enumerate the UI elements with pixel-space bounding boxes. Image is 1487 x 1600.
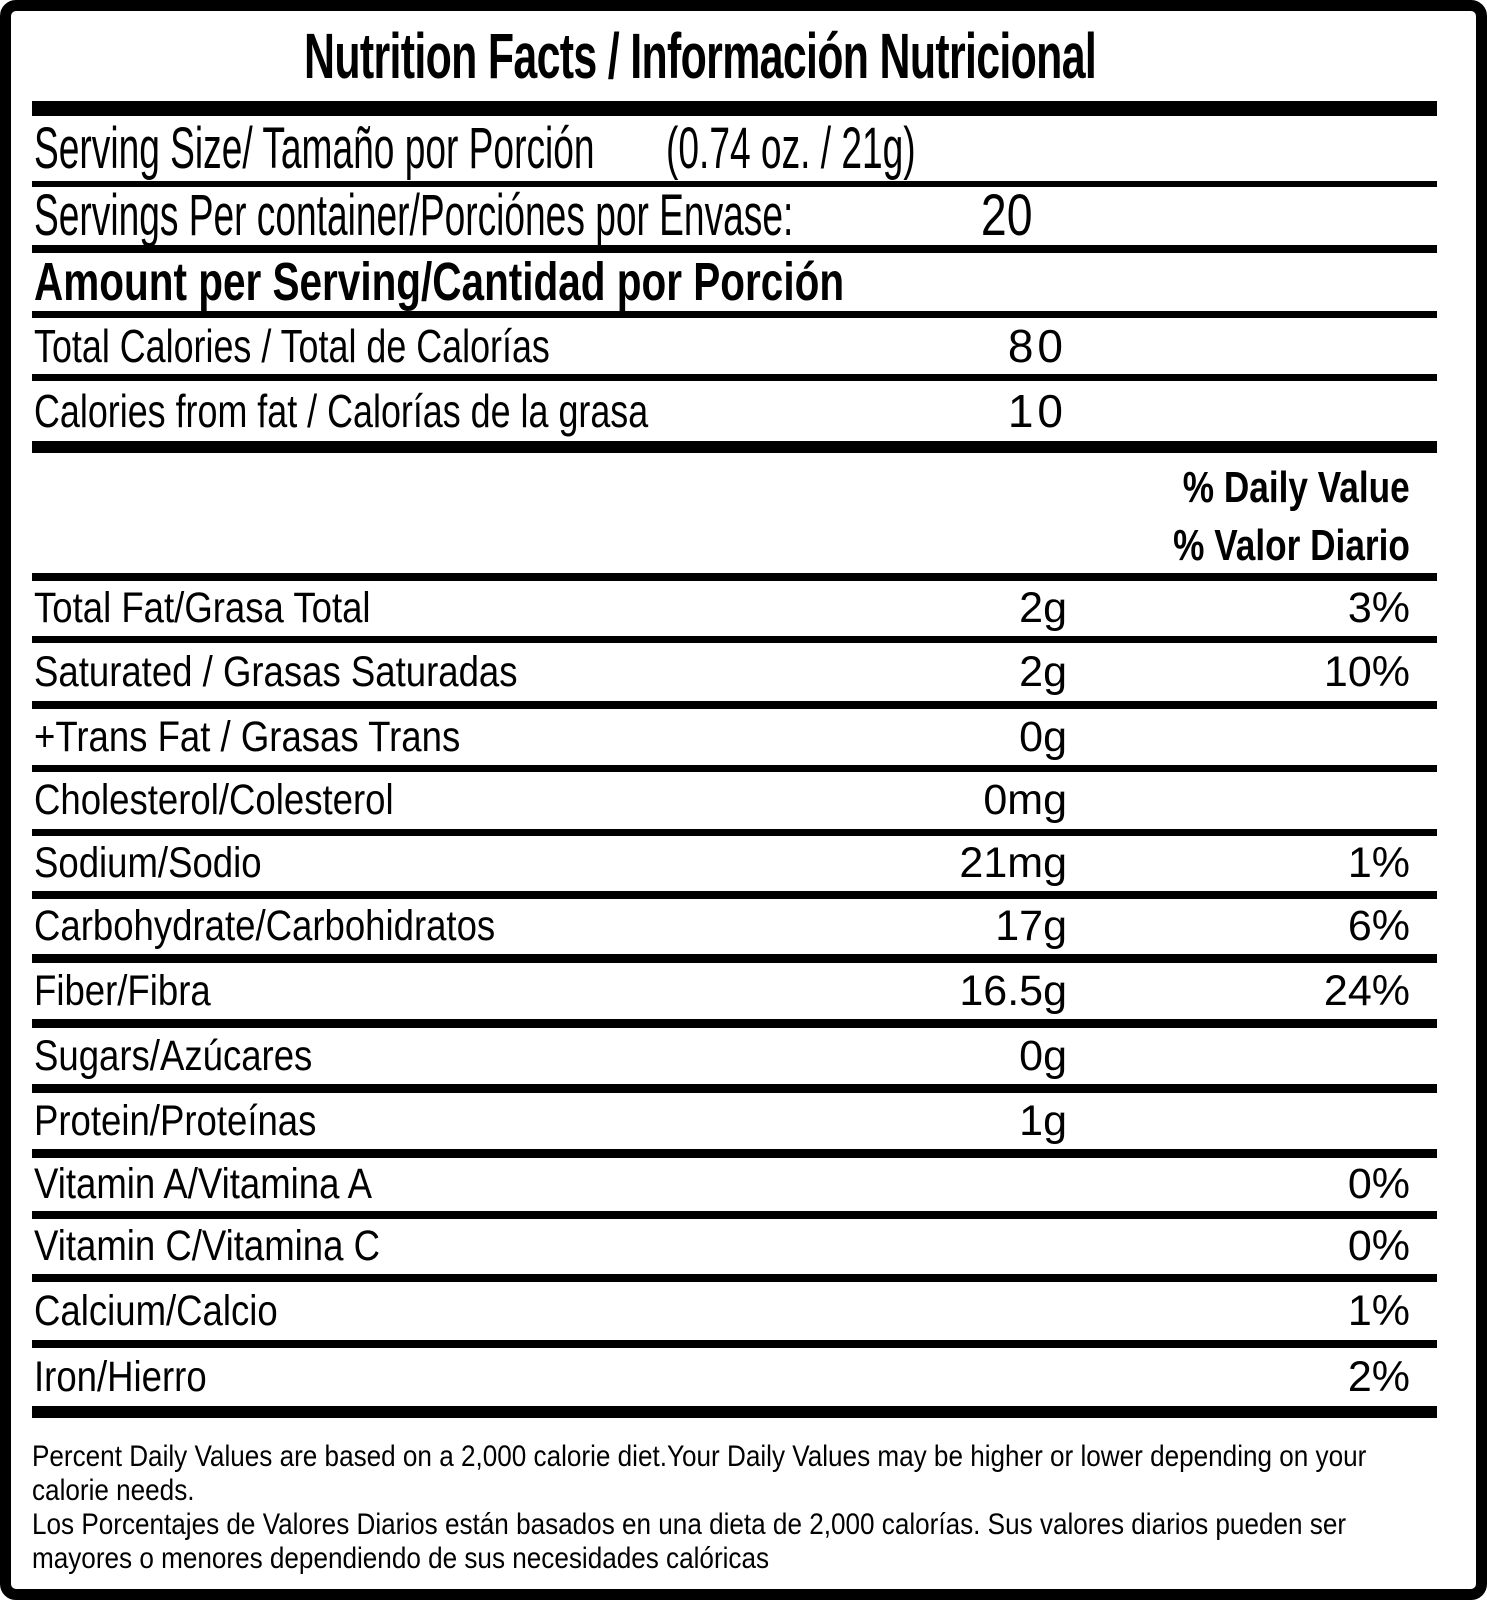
nutrient-row-sugars: Sugars/Azúcares 0g (32, 1028, 1437, 1093)
nutrient-label: Saturated / Grasas Saturadas (34, 648, 518, 696)
nutrient-value: 2g (1019, 584, 1067, 632)
nutrient-dv: 24% (1323, 967, 1410, 1015)
nutrient-dv: 0% (1347, 1160, 1410, 1208)
nutrient-label: Vitamin A/Vitamina A (34, 1160, 372, 1208)
nutrient-label: Carbohydrate/Carbohidratos (34, 902, 496, 950)
nutrient-label: Fiber/Fibra (34, 967, 211, 1015)
nutrient-value: 17g (995, 902, 1067, 950)
nutrient-row-vitamin-a: Vitamin A/Vitamina A 0% (32, 1158, 1437, 1219)
nutrient-label: Cholesterol/Colesterol (34, 776, 394, 824)
nutrient-label: Sugars/Azúcares (34, 1032, 313, 1080)
calories-from-fat-label: Calories from fat / Calorías de la grasa (34, 385, 649, 437)
nutrient-dv: 1% (1347, 1287, 1410, 1335)
nutrient-value: 0mg (983, 776, 1067, 824)
footnote-line: mayores o menores dependiendo de sus nec… (32, 1542, 770, 1575)
daily-value-heading-en: % Daily Value (1183, 463, 1410, 512)
nutrient-value: 21mg (959, 839, 1067, 887)
nutrient-label: +Trans Fat / Grasas Trans (34, 713, 461, 761)
nutrient-row-vitamin-c: Vitamin C/Vitamina C 0% (32, 1219, 1437, 1282)
nutrient-dv: 6% (1347, 902, 1410, 950)
servings-per-container-row: Servings Per container/Porciónes por Env… (32, 187, 1437, 253)
nutrient-row-iron: Iron/Hierro 2% (32, 1348, 1437, 1418)
total-calories-label: Total Calories / Total de Calorías (34, 320, 550, 372)
calories-from-fat-value: 10 (1007, 385, 1067, 437)
serving-size-label: Serving Size/ Tamaño por Porción (34, 116, 595, 181)
calories-from-fat-row: Calories from fat / Calorías de la grasa… (32, 381, 1437, 453)
nutrient-dv: 3% (1347, 584, 1410, 632)
amount-per-serving-heading: Amount per Serving/Cantidad por Porción (34, 252, 845, 312)
nutrient-row-calcium: Calcium/Calcio 1% (32, 1282, 1437, 1348)
nutrient-value: 2g (1019, 648, 1067, 696)
footnote-line: Los Porcentajes de Valores Diarios están… (32, 1508, 1347, 1541)
nutrient-dv: 2% (1347, 1353, 1410, 1401)
nutrient-value: 16.5g (959, 967, 1067, 1015)
nutrient-row-protein: Protein/Proteínas 1g (32, 1093, 1437, 1158)
nutrient-label: Total Fat/Grasa Total (34, 584, 371, 632)
footnote-line: calorie needs. (32, 1474, 195, 1507)
nutrient-row-trans-fat: +Trans Fat / Grasas Trans 0g (32, 709, 1437, 772)
header-bar (32, 101, 1437, 116)
servings-per-container-value: 20 (981, 183, 1033, 248)
amount-per-serving-row: Amount per Serving/Cantidad por Porción (32, 253, 1437, 318)
nutrient-label: Iron/Hierro (34, 1353, 207, 1401)
nutrient-row-saturated-fat: Saturated / Grasas Saturadas 2g 10% (32, 643, 1437, 709)
nutrient-value: 0g (1019, 713, 1067, 761)
nutrient-label: Sodium/Sodio (34, 839, 262, 887)
nutrient-label: Calcium/Calcio (34, 1287, 278, 1335)
nutrient-row-carbohydrate: Carbohydrate/Carbohidratos 17g 6% (32, 899, 1437, 963)
serving-size-row: Serving Size/ Tamaño por Porción (0.74 o… (32, 116, 1437, 187)
daily-value-heading-es: % Valor Diario (1173, 521, 1410, 570)
footnote-line: Percent Daily Values are based on a 2,00… (32, 1440, 1367, 1473)
total-calories-value: 80 (1007, 320, 1067, 372)
nutrient-dv: 1% (1347, 839, 1410, 887)
daily-value-heading-block: % Daily Value % Valor Diario (32, 453, 1437, 581)
nutrient-row-fiber: Fiber/Fibra 16.5g 24% (32, 963, 1437, 1028)
nutrient-row-cholesterol: Cholesterol/Colesterol 0mg (32, 772, 1437, 836)
nutrient-dv: 10% (1323, 648, 1410, 696)
footnote: Percent Daily Values are based on a 2,00… (32, 1418, 1437, 1576)
label-title-row: Nutrition Facts / Información Nutriciona… (11, 11, 1476, 101)
label-title: Nutrition Facts / Información Nutriciona… (304, 20, 1097, 92)
nutrient-value: 1g (1019, 1097, 1067, 1145)
nutrient-row-sodium: Sodium/Sodio 21mg 1% (32, 836, 1437, 899)
nutrient-row-total-fat: Total Fat/Grasa Total 2g 3% (32, 581, 1437, 643)
nutrient-label: Protein/Proteínas (34, 1097, 317, 1145)
serving-size-value: (0.74 oz. / 21g) (666, 116, 916, 181)
servings-per-container-label: Servings Per container/Porciónes por Env… (34, 183, 794, 248)
nutrient-label: Vitamin C/Vitamina C (34, 1222, 381, 1270)
total-calories-row: Total Calories / Total de Calorías 80 (32, 318, 1437, 381)
nutrient-value: 0g (1019, 1032, 1067, 1080)
nutrient-dv: 0% (1347, 1222, 1410, 1270)
